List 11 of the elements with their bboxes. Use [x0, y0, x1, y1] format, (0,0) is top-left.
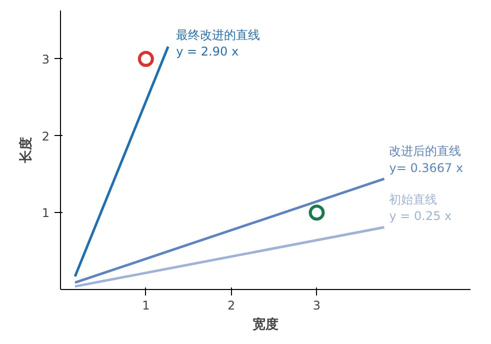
x-tick-label: 1: [142, 298, 150, 312]
x-axis-title: 宽度: [252, 316, 278, 332]
y-tick-label: 1: [42, 206, 50, 220]
y-axis-title: 长度: [18, 137, 34, 164]
x-tick-label: 2: [228, 298, 236, 312]
y-tick-label: 2: [42, 129, 50, 144]
x-tick-label: 3: [312, 298, 321, 312]
series-label: 改进后的直线 y= 0.3667 x: [389, 144, 464, 175]
series-label: 初始直线 y = 0.25 x: [389, 192, 452, 224]
series-label: 最终改进的直线 y = 2.90 x: [176, 28, 260, 59]
y-tick-label: 3: [42, 52, 50, 66]
